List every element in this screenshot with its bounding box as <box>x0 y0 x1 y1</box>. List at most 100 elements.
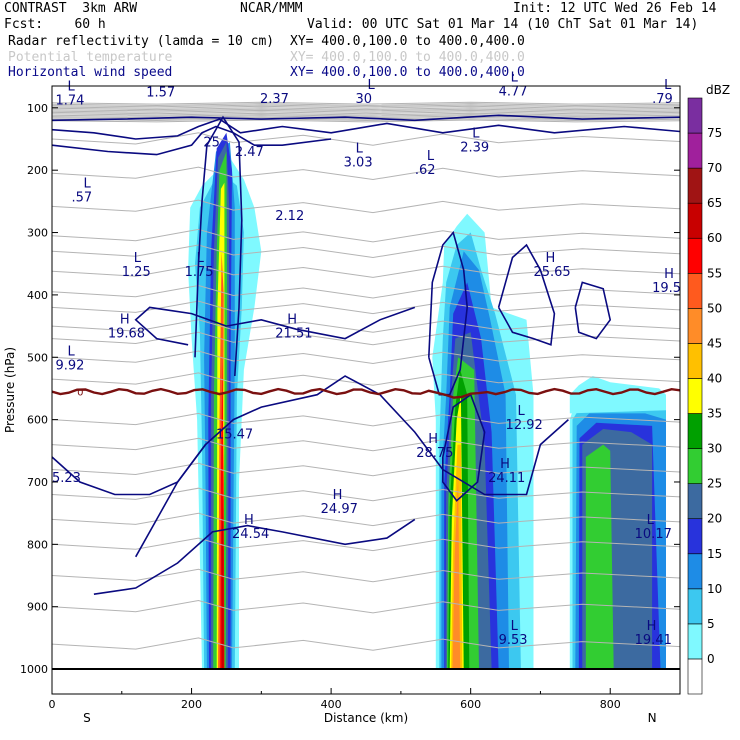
extrema-marker: H <box>500 457 510 472</box>
extrema-value: 3.03 <box>344 155 373 170</box>
y-axis-label: Pressure (hPa) <box>3 347 17 433</box>
extrema-value: 19.68 <box>108 326 145 341</box>
colorbar-tick-label: 15 <box>707 547 722 561</box>
extrema-marker: L <box>84 176 92 191</box>
colorbar-tick-label: 25 <box>707 477 722 491</box>
extrema-marker: L <box>67 345 75 360</box>
colorbar-box <box>687 518 703 555</box>
y-tick-label: 100 <box>27 102 48 115</box>
y-tick-label: 300 <box>27 227 48 240</box>
colorbar-box <box>687 483 703 520</box>
colorbar-box <box>687 237 703 274</box>
y-tick-label: 200 <box>27 164 48 177</box>
extrema-value: .62 <box>415 163 436 178</box>
extrema-value: 15.47 <box>216 427 253 442</box>
extrema-value: 1.75 <box>185 265 214 280</box>
colorbar-box <box>687 553 703 590</box>
theta-contour <box>52 331 680 346</box>
extrema-value: 25.65 <box>533 265 570 280</box>
theta-contour <box>52 109 680 113</box>
extrema-marker: H <box>244 513 254 528</box>
y-tick-label: 900 <box>27 601 48 614</box>
colorbar-box <box>687 167 703 204</box>
colorbar-box <box>687 588 703 625</box>
theta-contour <box>52 199 680 214</box>
field-theta-name: Potential temperature <box>8 50 173 65</box>
extrema-marker: H <box>120 312 130 327</box>
wind-contour <box>574 281 612 340</box>
theta-contour <box>52 487 680 502</box>
extrema-marker: H <box>287 312 297 327</box>
x-axis-label: Distance (km) <box>324 711 408 725</box>
theta-contour <box>52 350 680 365</box>
colorbar-unit: dBZ <box>706 83 730 97</box>
x-tick-label: 200 <box>181 698 202 711</box>
field-wind-xy: XY= 400.0,100.0 to 400.0,400.0 <box>290 65 525 80</box>
extrema-marker: L <box>134 251 142 266</box>
colorbar-tick-label: 30 <box>707 442 722 456</box>
x-tick-label: 400 <box>321 698 342 711</box>
field-wind-name: Horizontal wind speed <box>8 65 173 80</box>
extrema-value: 9.53 <box>499 633 528 648</box>
y-tick-label: 1000 <box>20 663 48 676</box>
wind-contour <box>441 393 486 502</box>
extrema-marker: L <box>472 126 480 141</box>
theta-contour <box>52 300 680 315</box>
theta-contour <box>52 111 680 115</box>
extrema-value: 21.51 <box>275 326 312 341</box>
extrema-value: 30 <box>356 92 373 107</box>
colorbar-tick-label: 55 <box>707 266 722 280</box>
extrema-marker: H <box>428 432 438 447</box>
theta-contour <box>52 462 680 477</box>
extrema-value: 25 <box>203 135 220 150</box>
colorbar-tick-label: 35 <box>707 407 722 421</box>
extrema-marker: L <box>511 619 519 634</box>
theta-contour <box>52 103 680 107</box>
theta-contour <box>52 537 680 552</box>
colorbar-tick-label: 10 <box>707 582 722 596</box>
extrema-value: 2.47 <box>235 145 264 160</box>
theta-contour <box>52 599 680 614</box>
wind-contour <box>52 125 332 156</box>
extrema-marker: L <box>664 78 672 93</box>
theta-contour <box>52 132 680 146</box>
theta-contour <box>52 512 680 527</box>
colorbar-box <box>687 97 703 134</box>
extrema-value: 24.54 <box>232 527 269 542</box>
extrema-value: 1.74 <box>55 94 84 109</box>
extrema-value: 19.5 <box>652 281 681 296</box>
x-tick-label: 800 <box>600 698 621 711</box>
y-tick-label: 400 <box>27 289 48 302</box>
extrema-marker: L <box>518 404 526 419</box>
forecast-hour: Fcst: 60 h <box>4 17 106 32</box>
extrema-marker: H <box>545 251 555 266</box>
theta-contour <box>52 412 680 427</box>
field-reflectivity-xy: XY= 400.0,100.0 to 400.0,400.0 <box>290 34 525 49</box>
wind-contour <box>194 115 243 377</box>
y-tick-label: 700 <box>27 476 48 489</box>
colorbar-tick-label: 65 <box>707 196 722 210</box>
zero-line-label: 0 <box>77 388 83 399</box>
extrema-value: 2.39 <box>460 140 489 155</box>
extrema-value: 1.57 <box>146 86 175 101</box>
extrema-marker: L <box>368 78 376 93</box>
colorbar-tick-label: 60 <box>707 231 722 245</box>
valid-time: Valid: 00 UTC Sat 01 Mar 14 (10 ChT Sat … <box>307 17 699 32</box>
reflectivity-band <box>569 376 666 414</box>
colorbar-box <box>687 308 703 344</box>
theta-contour <box>52 284 680 299</box>
theta-contour <box>52 108 680 112</box>
wind-contour <box>497 243 556 346</box>
center-label: NCAR/MMM <box>240 1 303 16</box>
colorbar-tick-label: 5 <box>707 617 715 631</box>
colorbar-box <box>687 132 703 169</box>
reflectivity-band <box>585 444 614 670</box>
extrema-marker: L <box>647 513 655 528</box>
field-theta-xy: XY= 400.0,100.0 to 400.0,400.0 <box>290 50 525 65</box>
extrema-marker: L <box>67 80 75 95</box>
wind-contour <box>52 114 680 122</box>
colorbar-box <box>687 202 703 239</box>
extrema-value: 2.12 <box>275 209 304 224</box>
extrema-value: 1.25 <box>122 265 151 280</box>
